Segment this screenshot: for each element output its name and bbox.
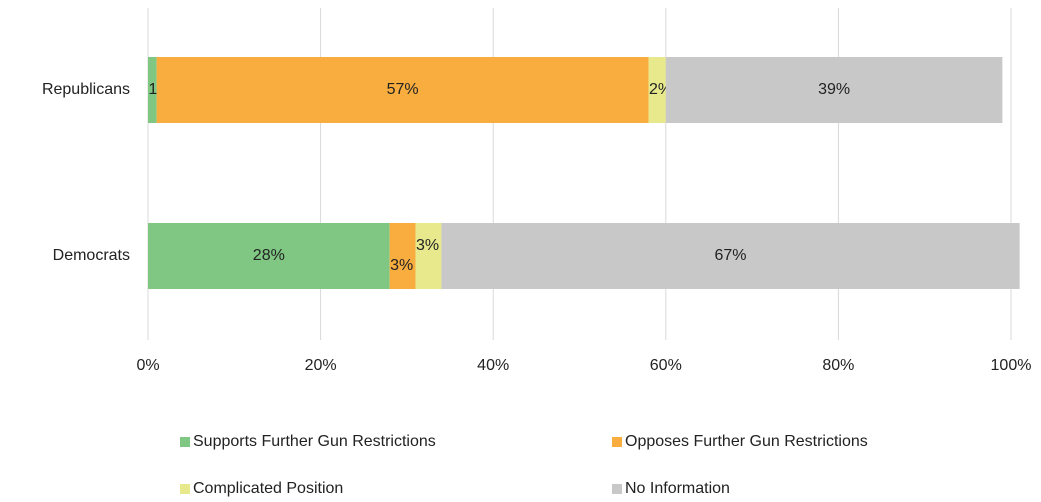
x-tick-label: 60% [650, 357, 682, 374]
x-tick-label: 0% [136, 357, 159, 374]
data-label: 3% [390, 257, 413, 274]
x-tick-label: 20% [305, 357, 337, 374]
bar-segment [148, 223, 390, 289]
legend-label: No Information [625, 480, 730, 497]
data-label: 57% [387, 81, 419, 98]
bar-segment [441, 223, 1020, 289]
data-label: 28% [253, 247, 285, 264]
legend-label: Opposes Further Gun Restrictions [625, 433, 868, 450]
legend-swatch [612, 484, 622, 494]
data-label: 3% [416, 237, 439, 254]
x-tick-label: 40% [477, 357, 509, 374]
bar-segment [148, 57, 157, 123]
data-label: 39% [818, 81, 850, 98]
y-tick-label: Republicans [42, 81, 130, 98]
legend-label: Complicated Position [193, 480, 343, 497]
legend-swatch [612, 437, 622, 447]
x-tick-label: 80% [822, 357, 854, 374]
legend-swatch [180, 484, 190, 494]
bar-segment [415, 223, 442, 289]
bar-segment [389, 223, 416, 289]
bar-segment [156, 57, 649, 123]
legend-swatch [180, 437, 190, 447]
y-tick-label: Democrats [53, 247, 130, 264]
data-label: 67% [715, 247, 747, 264]
bar-segment [648, 57, 666, 123]
legend-label: Supports Further Gun Restrictions [193, 433, 436, 450]
bar-segment [665, 57, 1003, 123]
x-tick-label: 100% [991, 357, 1032, 374]
